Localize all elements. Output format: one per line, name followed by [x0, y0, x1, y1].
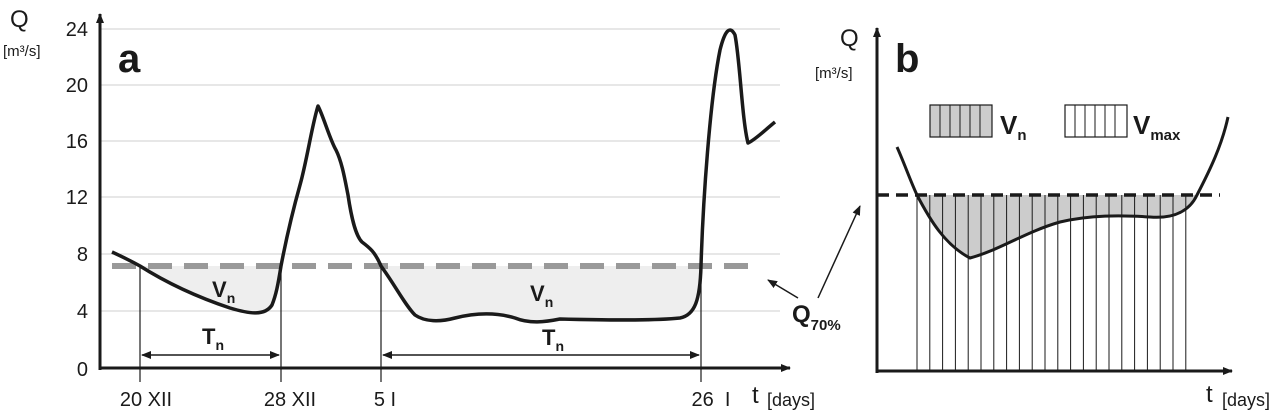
x-tick-label: 26 I [692, 389, 731, 411]
y-tick-label: 0 [77, 359, 88, 381]
y-tick-label: 12 [66, 187, 88, 209]
legend-label-vmax: Vmax [1133, 110, 1181, 144]
threshold-pointer-a [767, 279, 799, 299]
legend-swatch-vmax [1064, 104, 1128, 138]
legend-item-vn: Vn [929, 104, 1027, 144]
y-tick-label: 16 [66, 131, 88, 153]
y-axis-label: Q [10, 6, 29, 33]
x-tick-label: 5 I [374, 389, 396, 411]
legend: Vn Vmax [929, 104, 1181, 144]
duration-label-1: Tn [202, 324, 224, 353]
deficit-area-b [917, 195, 1197, 258]
y-axis-label-b: Q [840, 25, 859, 52]
legend-item-vmax: Vmax [1064, 104, 1181, 144]
x-axis-label: t [752, 382, 759, 409]
x-tick-label: 28 XII [264, 389, 316, 411]
y-axis-unit: [m³/s] [3, 43, 41, 60]
y-tick-label: 24 [66, 19, 88, 41]
x-axis-unit-b: [days] [1222, 390, 1270, 410]
x-axis-unit: [days] [767, 390, 815, 410]
y-tick-labels: 0 4 8 12 16 20 24 [66, 19, 88, 381]
panel-b: Q [m³/s] t [days] b Vn [815, 25, 1270, 410]
y-axis-unit-b: [m³/s] [815, 65, 853, 82]
panel-letter-a: a [118, 37, 141, 81]
panel-a: 0 4 8 12 16 20 24 Q [m³/s] t [days] a 20… [3, 6, 861, 411]
deficit-area-2 [381, 266, 701, 322]
duration-label-2: Tn [542, 325, 564, 354]
hydrograph-line [111, 28, 777, 324]
deficit-volume-label-2: Vn [530, 281, 553, 310]
deficit-volume-label-1: Vn [212, 277, 235, 306]
legend-swatch-vn [929, 104, 993, 138]
x-axis-label-b: t [1206, 381, 1213, 408]
panel-letter-b: b [895, 37, 919, 81]
x-tick-label: 20 XII [120, 389, 172, 411]
x-tick-labels: 20 XII 28 XII 5 I 26 I [120, 389, 731, 411]
y-tick-label: 8 [77, 244, 88, 266]
hatch-lines [916, 195, 1187, 371]
event-lines [139, 266, 702, 382]
deficit-area-1 [140, 266, 281, 313]
threshold-label: Q70% [792, 301, 841, 334]
legend-label-vn: Vn [1000, 110, 1027, 144]
threshold-pointer-b [817, 205, 861, 299]
hydrograph-line-b [895, 116, 1230, 260]
y-tick-label: 4 [77, 301, 88, 323]
y-tick-label: 20 [66, 75, 88, 97]
